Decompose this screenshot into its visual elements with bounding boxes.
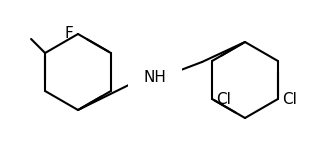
Text: F: F — [64, 26, 73, 41]
Text: Cl: Cl — [216, 92, 231, 107]
Text: NH: NH — [144, 69, 166, 85]
Text: Cl: Cl — [282, 92, 297, 107]
